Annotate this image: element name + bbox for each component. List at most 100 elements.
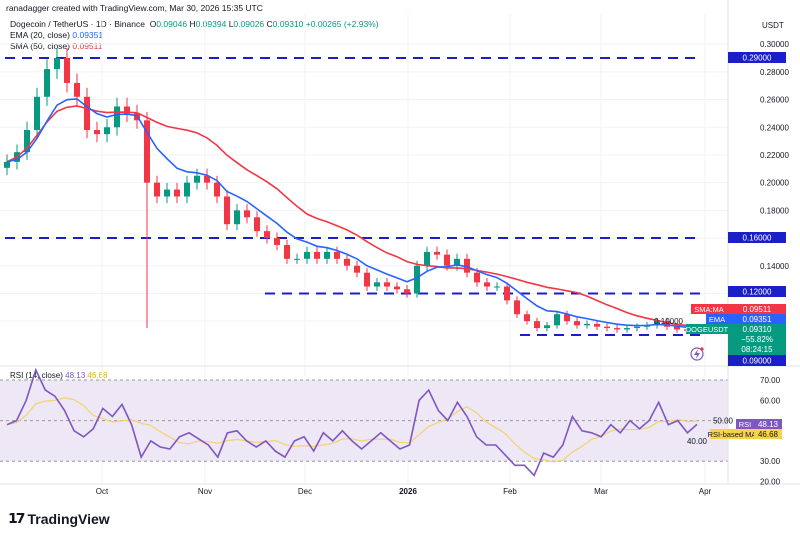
- candle-body: [224, 196, 230, 225]
- candle-body: [654, 321, 660, 326]
- candle-body: [444, 254, 450, 266]
- candle-body: [434, 251, 440, 255]
- open-label: O: [149, 19, 157, 29]
- level-tag-090-text: 0.09000: [743, 357, 772, 366]
- rsi-ma-tag: [754, 429, 782, 439]
- level-tag-120-text: 0.12000: [743, 288, 772, 297]
- currency-label: USDT: [762, 21, 784, 30]
- candle-body: [94, 130, 100, 135]
- rsi-y-tick-label: 40.00: [687, 437, 708, 446]
- open-value: 0.09046: [156, 19, 188, 29]
- candle-body: [254, 217, 260, 232]
- candle-body: [504, 286, 510, 301]
- rsi-y-tick-label: 30.00: [760, 457, 781, 466]
- sma-50-line: [6, 105, 698, 327]
- candle-body: [184, 182, 190, 197]
- candle-body: [364, 272, 370, 287]
- candle-body: [344, 258, 350, 266]
- sma-legend[interactable]: SMA (50, close) 0.09511: [10, 41, 102, 51]
- symbol-legend: Dogecoin / TetherUS · 1D · Binance O0.09…: [10, 19, 379, 29]
- candle-body: [44, 69, 50, 97]
- rsi-ma-tag-label: [710, 429, 754, 439]
- candle-body: [614, 328, 620, 330]
- close-value: 0.09310: [272, 19, 304, 29]
- low-label: L: [228, 19, 234, 29]
- candle-body: [84, 96, 90, 131]
- rsi-tags: RSI 48.13 RSI-based MA 46.68: [708, 419, 782, 439]
- sma-tag: [728, 304, 786, 314]
- y-tick-label: 0.10000: [654, 317, 683, 326]
- ema-legend[interactable]: EMA (20, close) 0.09351: [10, 30, 103, 40]
- rsi-tag-text: 48.13: [758, 420, 779, 429]
- symbol-tag-text: DOGEUSDT: [686, 325, 729, 334]
- ema-20-line: [6, 98, 698, 329]
- candle-body: [194, 175, 200, 183]
- rsi-tag: [754, 419, 782, 429]
- ema-tag: [728, 314, 786, 324]
- high-label: H: [189, 19, 196, 29]
- ema-tag-label-text: EMA: [709, 315, 725, 324]
- candle-body: [544, 325, 550, 329]
- rsi-ma-tag-text: 46.68: [758, 430, 779, 439]
- level-tag-120: [728, 286, 786, 297]
- high-value: 0.09394: [195, 19, 227, 29]
- candle-body: [394, 286, 400, 290]
- y-tick-label: 0.22000: [760, 151, 789, 160]
- lightning-icon[interactable]: [690, 347, 704, 361]
- sma-value: 0.09511: [72, 41, 103, 51]
- candle-body: [374, 282, 380, 287]
- candle-body: [54, 58, 60, 70]
- countdown-text: 08:24:15: [741, 345, 773, 354]
- candle-body: [154, 182, 160, 197]
- y-tick-label: 0.26000: [760, 96, 789, 105]
- candle-body: [534, 321, 540, 329]
- ema-label: EMA (20, close): [10, 30, 70, 40]
- candle-body: [64, 58, 70, 83]
- rsi-label: RSI (14, close): [10, 371, 63, 380]
- rsi-y-tick-label: 50.00: [713, 417, 734, 426]
- candle-body: [584, 323, 590, 326]
- candle-body: [164, 189, 170, 197]
- candle-body: [4, 161, 10, 168]
- candle-body: [494, 286, 500, 288]
- candle-body: [384, 282, 390, 287]
- y-tick-label: 0.24000: [760, 123, 789, 132]
- symbol-title[interactable]: Dogecoin / TetherUS · 1D · Binance: [10, 19, 145, 29]
- candle-body: [234, 210, 240, 225]
- candle-body: [354, 265, 360, 273]
- candle-body: [174, 189, 180, 197]
- rsi-ma-value: 46.68: [87, 371, 108, 380]
- candle-body: [404, 289, 410, 294]
- level-tag-160-text: 0.16000: [743, 234, 772, 243]
- candle-body: [74, 82, 80, 97]
- rsi-y-tick-label: 70.00: [760, 376, 781, 385]
- low-value: 0.09026: [233, 19, 265, 29]
- candle-body: [284, 244, 290, 259]
- x-tick-label: 2026: [399, 487, 417, 496]
- brand-name: TradingView: [27, 510, 110, 527]
- candle-body: [674, 326, 680, 330]
- candle-body: [514, 300, 520, 315]
- symbol-tag: [686, 324, 728, 334]
- candle-body: [624, 328, 630, 330]
- candle-body: [124, 106, 130, 114]
- level-tag-160: [728, 232, 786, 243]
- rsi-legend[interactable]: RSI (14, close) 48.13 46.68: [10, 371, 107, 380]
- candle-body: [524, 314, 530, 322]
- tradingview-logo[interactable]: 𝟭𝟳 TradingView: [8, 510, 110, 527]
- tradingview-logo-icon: 𝟭𝟳: [8, 510, 26, 526]
- rsi-ma-line: [6, 397, 698, 463]
- x-tick-label: Nov: [198, 487, 212, 496]
- candle-body: [244, 210, 250, 218]
- rsi-tag-label: [736, 419, 754, 429]
- rsi-line: [6, 367, 698, 477]
- candle-body: [634, 326, 640, 329]
- candle-body: [214, 182, 220, 197]
- ema-value: 0.09351: [72, 30, 104, 40]
- candle-body: [484, 282, 490, 287]
- change-value: +0.00265 (+2.93%): [305, 19, 379, 29]
- ema-tag-text: 0.09351: [743, 315, 772, 324]
- sma-tag-text: 0.09511: [743, 305, 772, 314]
- rsi-ma-tag-label-text: RSI-based MA: [708, 430, 757, 439]
